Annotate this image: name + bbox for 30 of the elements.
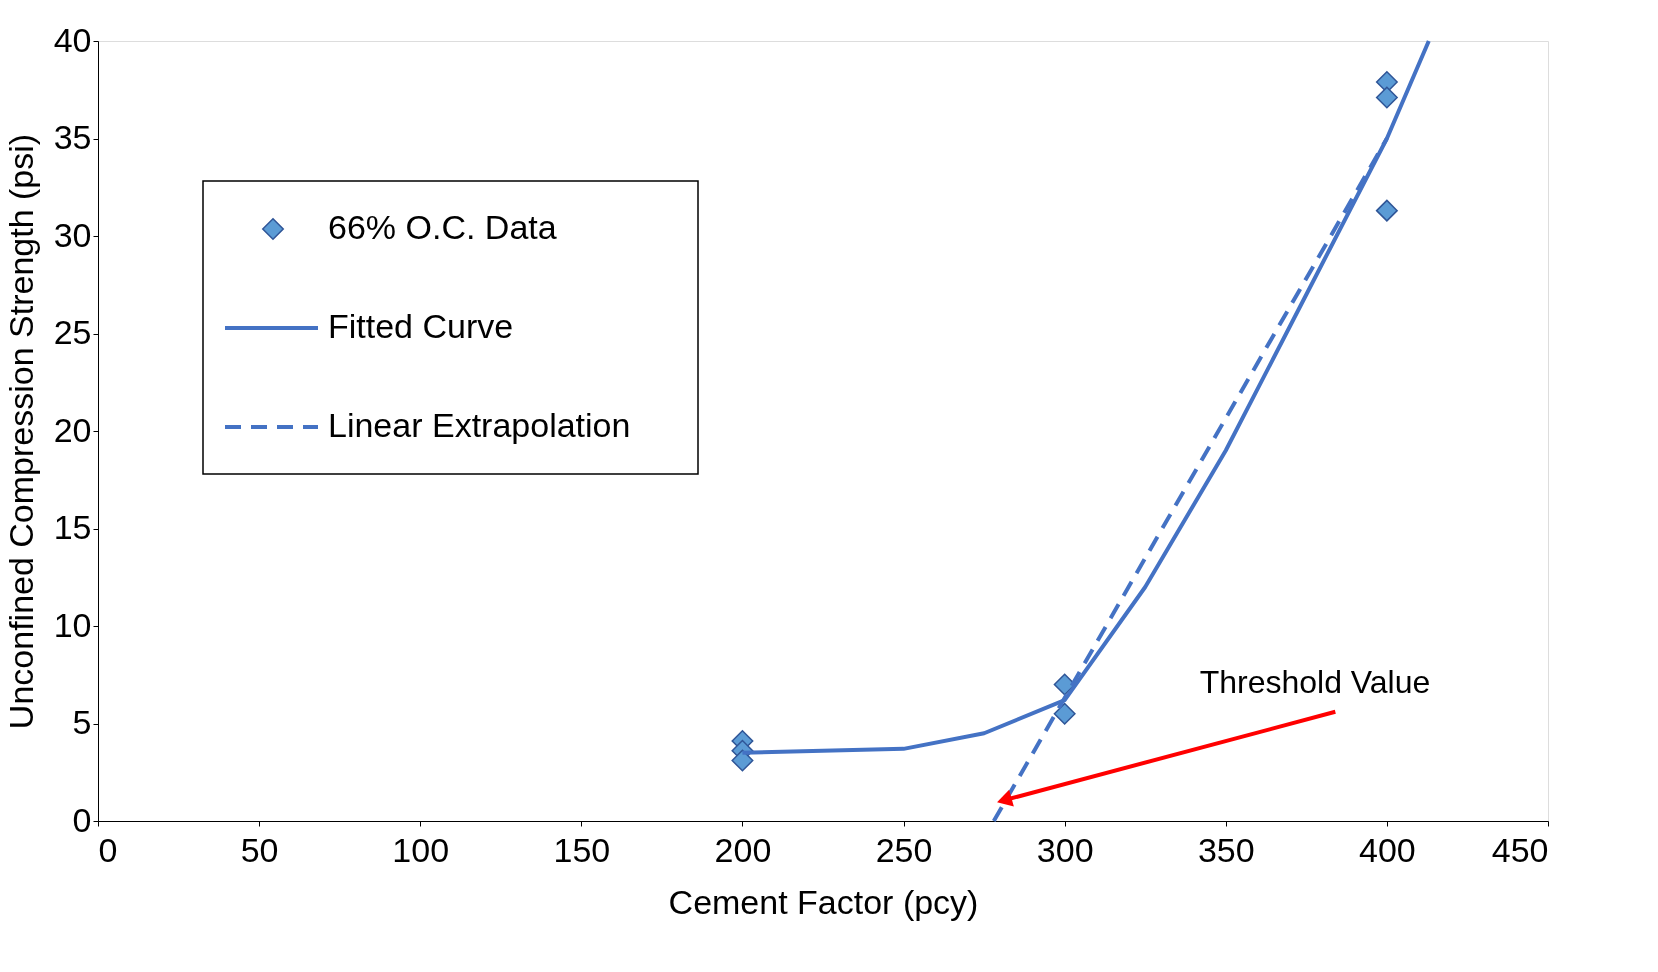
legend-label: 66% O.C. Data: [328, 208, 557, 246]
legend-label: Fitted Curve: [328, 307, 514, 345]
y-tick-label: 15: [53, 508, 92, 546]
y-tick-label: 20: [53, 410, 92, 449]
x-tick-label: 0: [98, 830, 118, 869]
annotation: Threshold Value: [1199, 663, 1431, 700]
y-tick-label: 25: [53, 313, 92, 351]
point: [1375, 199, 1398, 222]
y-tick-label: 10: [53, 605, 92, 644]
y-tick-label: 5: [72, 703, 92, 741]
x-tick-label: 300: [1036, 830, 1094, 869]
x-tick-label: 150: [553, 830, 611, 869]
y-tick-label: 35: [53, 118, 92, 156]
x-tick-label: 50: [240, 830, 279, 869]
x-tick-label: 100: [392, 830, 450, 869]
y-axis-title: Unconfined Compression Strength (psi): [1, 133, 40, 730]
x-tick-label: 200: [714, 830, 772, 869]
x-tick-label: 250: [875, 830, 933, 869]
y-tick-label: 40: [53, 20, 92, 59]
point: [1375, 86, 1398, 109]
y-tick-label: 30: [53, 215, 92, 254]
point: [731, 749, 754, 772]
y-tick-label: 0: [72, 800, 92, 839]
point: [1053, 702, 1076, 725]
x-tick-label: 350: [1197, 830, 1255, 869]
x-tick-label: 450: [1491, 830, 1549, 869]
x-tick-label: 400: [1359, 830, 1416, 869]
legend-label: Linear Extrapolation: [328, 406, 631, 444]
point: [1375, 70, 1398, 93]
x-axis-title: Cement Factor (pcy): [668, 882, 979, 921]
